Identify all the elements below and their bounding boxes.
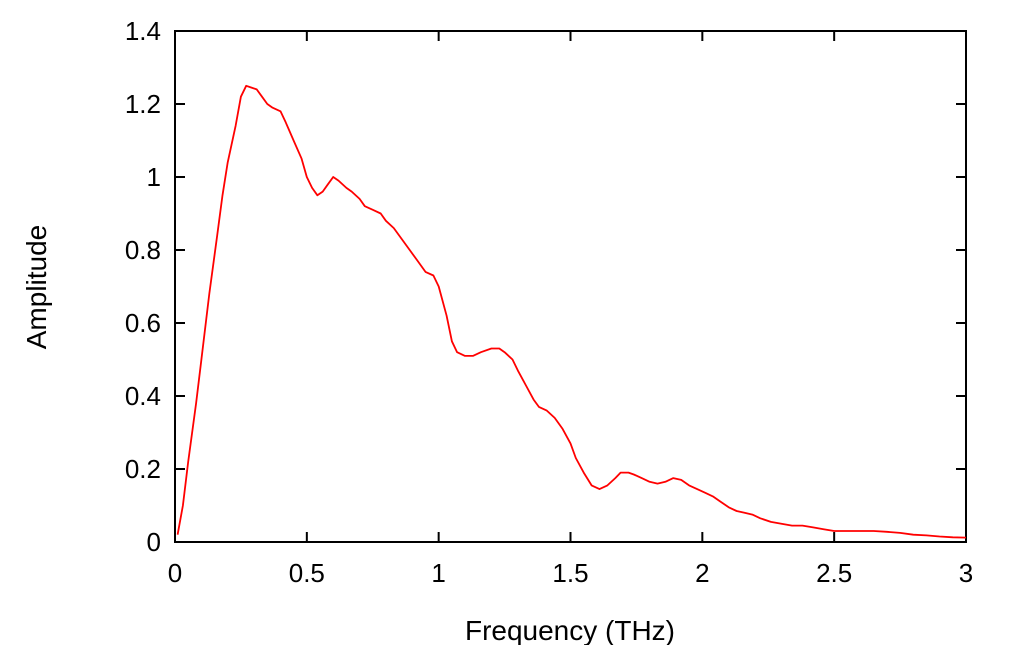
x-tick-label: 3 [959, 558, 973, 588]
y-tick-label: 1.2 [125, 89, 161, 119]
y-tick-label: 0.8 [125, 235, 161, 265]
y-tick-label: 1.4 [125, 16, 161, 46]
x-axis-ticks: 0 0.5 1 1.5 2 2.5 3 [168, 31, 973, 588]
x-tick-label: 0.5 [289, 558, 325, 588]
plot-frame [174, 30, 967, 543]
y-tick-label: 0 [147, 527, 161, 557]
x-axis-label: Frequency (THz) [465, 615, 675, 645]
series-layer [176, 84, 967, 539]
x-tick-label: 0 [168, 558, 182, 588]
y-tick-label: 0.4 [125, 381, 161, 411]
y-axis-label: Amplitude [21, 225, 52, 350]
y-tick-label: 0.2 [125, 454, 161, 484]
x-tick-label: 2.5 [816, 558, 852, 588]
x-tick-label: 1 [431, 558, 445, 588]
y-axis-ticks: 0 0.2 0.4 0.6 0.8 1 1.2 1.4 [125, 16, 966, 557]
y-tick-label: 0.6 [125, 308, 161, 338]
series-line [176, 84, 967, 539]
x-tick-label: 2 [695, 558, 709, 588]
x-tick-label: 1.5 [552, 558, 588, 588]
y-tick-label: 1 [147, 162, 161, 192]
